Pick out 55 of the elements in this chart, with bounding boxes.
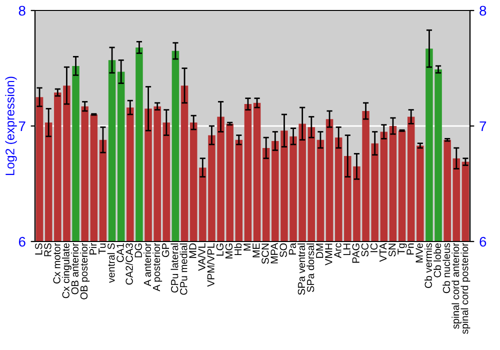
x-tick-label: Hb [234, 243, 242, 256]
x-tick-label: M [244, 244, 251, 251]
x-tick-label: ME [252, 243, 260, 258]
y2-tick-label: 6 [480, 236, 486, 247]
x-tick-label: LG [216, 244, 224, 256]
x-tick-label: ventral S [107, 243, 115, 283]
x-tick-label: Pa [288, 242, 296, 254]
x-tick-label: spinal cord anterior [452, 243, 462, 329]
x-tick-label: CPu medial [180, 244, 188, 295]
x-tick-label: CPu lateral [170, 244, 178, 293]
x-tick-label: GP [162, 243, 170, 258]
x-tick-label: Tu [98, 244, 106, 254]
x-tick-label: Pir [89, 243, 97, 254]
x-tick-label: MPA [270, 242, 278, 264]
x-tick-label: VTA [380, 242, 387, 262]
x-tick-label: MVe [416, 243, 423, 262]
x-tick-label: DM [316, 244, 324, 258]
x-tick-label: Cb vermis [424, 243, 432, 288]
x-tick-label: A posterior [152, 243, 162, 292]
x-tick-label: Tg [398, 244, 407, 254]
x-tick-label: SPa ventral [298, 244, 306, 295]
x-tick-label: Cb nucleus [442, 243, 450, 294]
x-tick-label: SN [388, 244, 396, 257]
x-tick-label: VA/VL [198, 243, 206, 271]
x-tick-label: MG [225, 244, 233, 258]
x-tick-label: VPM/VPL [206, 243, 214, 287]
x-tick-label: LH [343, 244, 350, 256]
y-tick-label: 7 [18, 121, 26, 132]
x-tick-label: OB posterior [80, 243, 90, 300]
x-tick-label: CA1 [116, 243, 124, 262]
x-tick-label: Cx cingulate [62, 243, 72, 298]
x-tick-label: LS [35, 243, 42, 254]
x-tick-label: SCN [262, 244, 269, 264]
x-tick-label: Cb lobe [434, 243, 442, 278]
x-tick-label: MD [189, 243, 196, 258]
x-tick-label: A anterior [144, 243, 152, 286]
x-tick-label: SO [280, 243, 287, 258]
x-tick-label: OB anterior [71, 243, 79, 294]
y-axis-title: Log2 (expression) [5, 76, 17, 175]
y-tick-label: 8 [18, 6, 26, 16]
x-tick-label: spinal cord posterior [460, 243, 470, 334]
x-tick-label: Cx motor [53, 243, 60, 284]
y-tick-label: 6 [18, 236, 26, 247]
x-tick-label: DG [134, 244, 142, 258]
x-tick-label: CA2/CA3 [125, 243, 133, 285]
x-tick-label: SC [361, 243, 369, 257]
y2-tick-label: 8 [480, 6, 486, 16]
x-tick-label: Pn [406, 244, 414, 254]
x-tick-label: VMH [325, 244, 332, 266]
y2-tick-label: 7 [480, 121, 486, 132]
x-tick-label: SPa dorsal [306, 244, 314, 292]
x-tick-label: RS [44, 243, 52, 256]
x-tick-label: Arc [334, 243, 342, 258]
x-tick-label: PAG [352, 244, 360, 263]
x-tick-label: IC [370, 243, 378, 252]
